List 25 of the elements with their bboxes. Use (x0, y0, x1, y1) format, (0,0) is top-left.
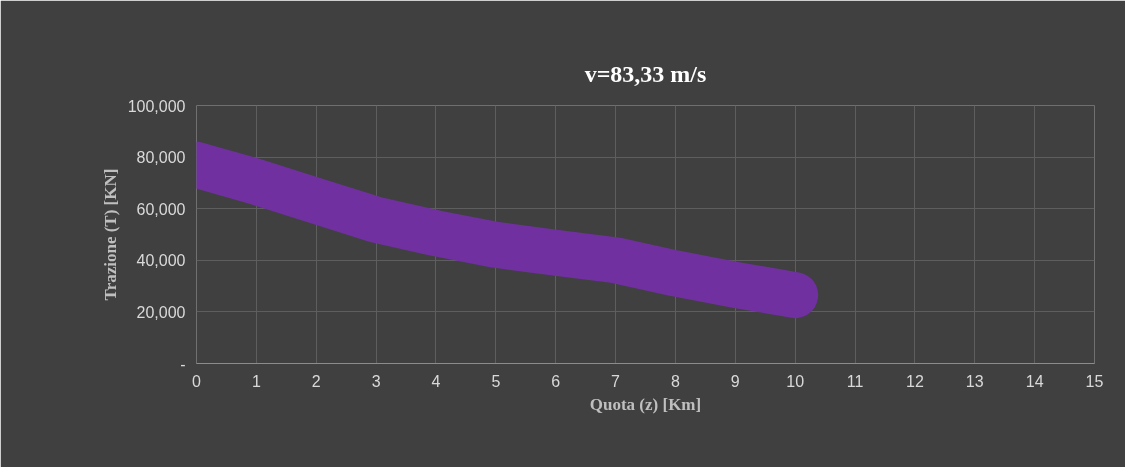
y-tick-label: - (180, 355, 186, 373)
y-axis-title: Trazione (T) [KN] (100, 168, 120, 301)
x-tick-label: 14 (1025, 372, 1044, 390)
y-tick-label: 40,000 (136, 252, 186, 270)
y-tick-label: 100,000 (127, 97, 186, 115)
x-tick-label: 11 (846, 372, 864, 390)
x-tick-label: 2 (311, 372, 321, 390)
x-tick-label: 9 (730, 372, 740, 390)
x-tick-label: 3 (371, 372, 381, 390)
x-tick-label: 13 (965, 372, 984, 390)
x-tick-label: 7 (611, 372, 621, 390)
x-tick-label: 4 (431, 372, 441, 390)
x-tick-label: 5 (491, 372, 501, 390)
x-tick-label: 15 (1085, 372, 1104, 390)
x-tick-label: 6 (551, 372, 561, 390)
x-tick-label: 1 (251, 372, 261, 390)
x-tick-label: 10 (786, 372, 805, 390)
x-tick-label: 8 (670, 372, 680, 390)
x-tick-label: 12 (906, 372, 924, 390)
x-axis-title: Quota (z) [Km] (589, 394, 702, 414)
chart-title: v=83,33 m/s (584, 60, 707, 87)
x-tick-label: 0 (192, 372, 202, 390)
y-tick-label: 60,000 (136, 200, 186, 218)
y-tick-label: 80,000 (136, 149, 186, 167)
y-tick-label: 20,000 (136, 303, 186, 321)
